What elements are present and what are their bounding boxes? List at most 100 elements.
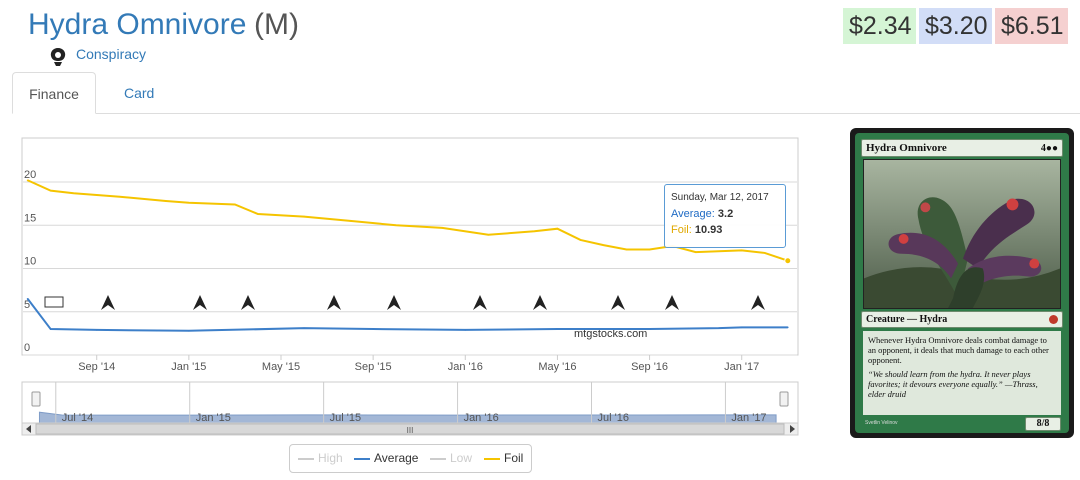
card-rules-text: Whenever Hydra Omnivore deals combat dam…: [868, 335, 1049, 365]
price-high-badge: $6.51: [995, 8, 1068, 44]
data-point-foil: [625, 248, 628, 251]
data-point-average: [648, 328, 651, 330]
data-point-average: [786, 326, 789, 329]
navigator-tick-label: Jul '16: [598, 412, 629, 424]
data-point-foil: [165, 200, 167, 202]
price-low-badge: $2.34: [843, 8, 916, 44]
card-title-bar: Hydra Omnivore 4●●: [861, 139, 1063, 157]
tooltip-foil-value: 10.93: [694, 224, 723, 236]
scroll-left-arrow-icon[interactable]: [26, 425, 31, 433]
x-tick-label: May '15: [262, 361, 300, 373]
price-chart: 0 5 10 15 20 Sep '14 Jan '15 May '15 Sep '15 Jan …: [0, 125, 820, 480]
data-point-average: [556, 328, 559, 330]
data-point-foil: [763, 252, 766, 254]
set-name-link[interactable]: Conspiracy: [76, 46, 147, 62]
y-tick-label: 5: [24, 299, 30, 311]
data-point-foil: [188, 201, 190, 204]
data-point-foil: [487, 233, 490, 236]
legend-label-foil: Foil: [504, 451, 524, 465]
navigator-tick-label: Jul '14: [62, 412, 93, 424]
y-tick-label: 20: [24, 169, 36, 181]
navigator-tick-label: Jan '16: [464, 412, 499, 424]
set-release-marker-icon: [387, 295, 401, 310]
data-point-average: [464, 329, 467, 331]
card-type-text: Creature — Hydra: [866, 314, 948, 325]
chart-legend: High Average Low Foil: [289, 444, 532, 473]
card-image-title: Hydra Omnivore: [866, 142, 947, 154]
tooltip-date: Sunday, Mar 12, 2017: [671, 192, 769, 203]
card-frame: Hydra Omnivore 4●● Creature — Hydra: [855, 133, 1069, 433]
series-line-average: [26, 298, 788, 332]
set-release-marker-icon: [473, 295, 487, 310]
set-release-marker-icon: [665, 295, 679, 310]
x-tick-label: May '16: [538, 361, 576, 373]
set-release-marker-icon: [533, 295, 547, 310]
x-tick-label: Sep '14: [78, 361, 115, 373]
y-tick-label: 10: [24, 256, 36, 268]
card-art-illustration: [863, 159, 1061, 309]
tab-finance[interactable]: Finance: [12, 72, 96, 114]
data-point-foil: [602, 244, 605, 246]
price-chart-svg[interactable]: 0 5 10 15 20 Sep '14 Jan '15 May '15 Sep '15 Jan …: [0, 125, 820, 445]
data-point-foil: [349, 220, 351, 222]
rarity-label: (M): [254, 8, 299, 41]
legend-item-average[interactable]: Average: [354, 445, 418, 472]
navigator-tick-label: Jan '17: [731, 412, 766, 424]
navigator-scrollbar-thumb[interactable]: [35, 423, 785, 435]
legend-item-foil[interactable]: Foil: [484, 445, 523, 472]
set-release-marker-icon: [193, 295, 207, 310]
x-tick-label: Sep '16: [631, 361, 668, 373]
legend-item-high[interactable]: High: [298, 445, 343, 472]
x-tick-label: Jan '15: [171, 361, 206, 373]
legend-swatch-low: [430, 458, 446, 460]
data-point-average: [303, 327, 305, 329]
card-flavor-text: “We should learn from the hydra. It neve…: [868, 369, 1038, 399]
tooltip-average-label: Average:: [671, 208, 715, 220]
navigator-right-handle[interactable]: [779, 391, 789, 407]
card-artist: Svetlin Velinov: [865, 420, 898, 426]
data-point-average: [49, 328, 52, 330]
navigator-left-handle[interactable]: [31, 391, 41, 407]
set-release-marker-icon: [611, 295, 625, 310]
conspiracy-set-icon: [50, 48, 66, 66]
data-point-foil: [694, 251, 697, 253]
data-point-foil: [648, 248, 651, 251]
data-point-foil: [579, 239, 582, 241]
card-header: Hydra Omnivore (M) Conspiracy $2.34 $3.2…: [0, 0, 1080, 70]
chart-tooltip: Sunday, Mar 12, 2017 Average: 3.2 Foil: …: [664, 184, 786, 248]
x-tick-label: Jan '16: [448, 361, 483, 373]
data-point-foil: [556, 227, 559, 230]
y-tick-label: 15: [24, 212, 36, 224]
set-release-marker-icon: [327, 295, 341, 310]
legend-label-low: Low: [450, 451, 473, 465]
card-name-title: Hydra Omnivore: [28, 8, 247, 41]
watermark-text: mtgstocks.com: [574, 328, 647, 340]
tab-card[interactable]: Card: [124, 85, 155, 101]
data-point-foil: [740, 249, 743, 252]
data-point-foil: [118, 195, 121, 198]
data-point-average: [717, 327, 720, 329]
price-average-badge: $3.20: [919, 8, 992, 44]
data-point-average: [740, 326, 743, 329]
data-point-foil: [303, 215, 305, 218]
y-tick-label: 0: [24, 342, 30, 354]
data-point-foil: [395, 224, 397, 227]
card-type-line: Creature — Hydra: [861, 311, 1063, 328]
data-point-average: [372, 328, 374, 330]
data-point-foil: [257, 213, 259, 215]
scrollbar-grip-icon: III: [407, 426, 414, 435]
data-point-foil: [441, 227, 444, 229]
set-release-marker-icon: [241, 295, 255, 310]
data-point-foil: [49, 189, 52, 192]
set-release-marker-icon: [101, 295, 115, 310]
legend-swatch-foil: [484, 458, 500, 460]
x-tick-label: Jan '17: [724, 361, 759, 373]
data-point-foil: [234, 203, 236, 206]
legend-item-low[interactable]: Low: [430, 445, 472, 472]
data-point-foil: [72, 192, 75, 195]
card-image: Hydra Omnivore 4●● Creature — Hydra: [850, 128, 1074, 438]
legend-swatch-high: [298, 458, 314, 460]
card-power-toughness: 8/8: [1025, 417, 1061, 431]
scroll-right-arrow-icon[interactable]: [790, 425, 795, 433]
tooltip-average-value: 3.2: [717, 208, 734, 220]
